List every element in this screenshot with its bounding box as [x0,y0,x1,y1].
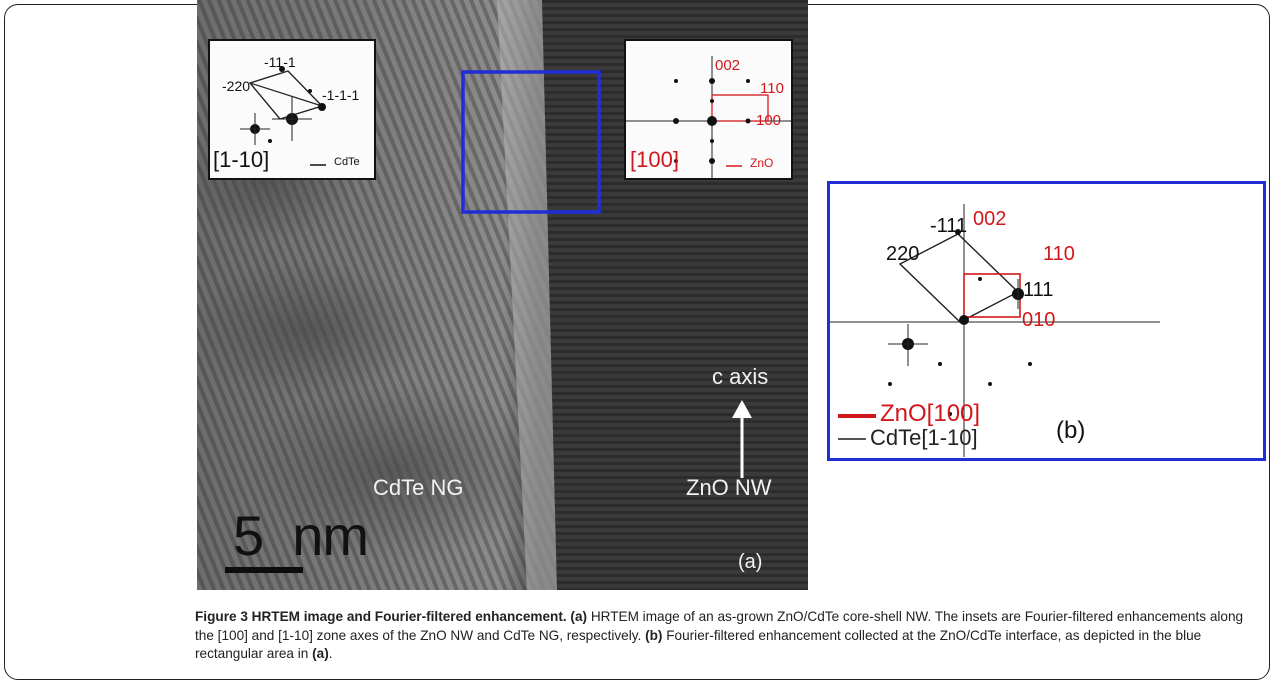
legend-zno-label: ZnO[100] [880,400,981,427]
selected-area-rectangle [461,70,601,214]
cdte-spot-label: -11-1 [264,54,296,70]
cdte-spot-label: -220 [222,78,251,94]
interface-spot-label: -111 [930,215,968,237]
scale-bar [225,567,303,573]
interface-spot-label: 220 [886,243,920,265]
figure-caption: Figure 3 HRTEM image and Fourier-filtere… [195,608,1247,664]
caption-part-b-label: (b) [645,627,663,643]
caption-part-b-text: Fourier-filtered enhancement collected a… [195,627,1202,662]
legend-cdte-label: CdTe[1-10] [870,425,978,450]
interface-zno-spot-label: 002 [973,208,1007,230]
panel-b-label: (b) [1056,417,1086,444]
cdte-diffraction-pattern [240,66,326,166]
interface-fft-panel-b: -111 220 111 002 110 010 ZnO[100] CdTe[1… [827,181,1266,461]
interface-zno-spot-label: 110 [1043,243,1075,265]
caption-part-a-text: HRTEM image of an as-grown ZnO/CdTe core… [195,609,1244,643]
zno-material-label: ZnO [750,156,774,170]
zno-region-label: ZnO NW [686,475,772,500]
scale-bar-label: 5 nm [233,504,369,567]
interface-spot-label: 111 [1023,279,1054,301]
panel-a-label: (a) [738,551,763,573]
cdte-zone-axis-label: [1-10] [213,147,270,172]
zno-spot-label: 002 [715,57,741,74]
zno-spot-label: 110 [760,80,784,97]
cdte-spot-label: -1-1-1 [322,87,360,103]
zno-zone-axis-label: [100] [630,147,679,172]
hrtem-image-panel-a: -11-1 -220 -1-1-1 [1-10] CdTe 002 110 10… [197,0,808,590]
zno-spot-label: 100 [756,112,782,129]
caption-end: . [328,646,333,662]
interface-zno-spot-label: 010 [1022,309,1056,331]
cdte-material-label: CdTe [334,156,360,168]
caption-part-a-label: (a) [570,609,588,624]
zno-diffraction-pattern [626,56,791,178]
cdte-region-label: CdTe NG [373,475,464,500]
caption-title: HRTEM image and Fourier-filtered enhance… [251,609,567,624]
c-axis-label: c axis [712,364,769,389]
cdte-fft-inset: -11-1 -220 -1-1-1 [1-10] CdTe [208,39,376,180]
caption-figure-number: Figure 3 [195,609,248,624]
interface-diffraction-pattern [830,204,1160,457]
zno-fft-inset: 002 110 100 [100] ZnO [624,39,793,180]
caption-part-b-ref: (a) [312,646,329,662]
